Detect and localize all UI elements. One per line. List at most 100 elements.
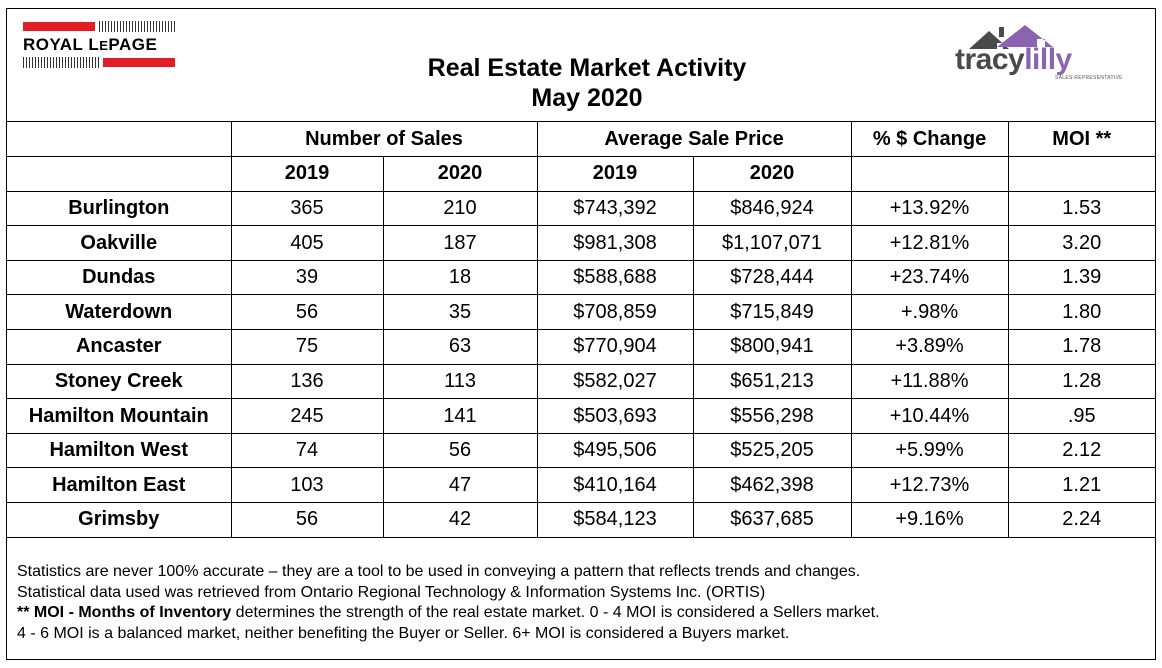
header-percent-change: % $ Change [850,122,1009,158]
change-cell: +12.81% [850,225,1009,261]
logo-subtitle: SALES REPRESENTATIVE [1055,75,1123,81]
header-number-of-sales: Number of Sales [230,122,538,158]
header-sales-2019: 2019 [230,156,384,192]
sales-2020-cell: 42 [382,502,538,538]
header-moi: MOI ** [1007,122,1155,158]
page-title: Real Estate Market Activity May 2020 [427,54,747,112]
price-2020-cell: $556,298 [692,398,852,434]
price-2019-cell: $495,506 [536,432,694,469]
sales-2019-cell: 74 [230,432,384,469]
price-2019-cell: $410,164 [536,467,694,504]
sales-2020-cell: 141 [382,398,538,434]
city-cell: Oakville [7,225,232,261]
price-2019-cell: $584,123 [536,502,694,538]
moi-cell: 1.53 [1007,190,1155,227]
change-cell: +23.74% [850,259,1009,296]
city-cell: Stoney Creek [7,363,232,400]
logo-red-bar-top [23,22,95,31]
header-sales-2020: 2020 [382,156,538,192]
document-frame: ROYAL LEPAGE Real Estate Market Activity… [6,8,1156,660]
logo-wordmark-tracylilly: tracylilly [955,43,1072,76]
sales-2020-cell: 35 [382,294,538,331]
moi-cell: .95 [1007,398,1155,434]
moi-cell: 2.24 [1007,502,1155,538]
tracylilly-logo: tracylilly SALES REPRESENTATIVE [947,21,1147,91]
sales-2020-cell: 187 [382,225,538,261]
header-average-sale-price: Average Sale Price [536,122,852,158]
header-price-2019: 2019 [536,156,694,192]
table-row: Grimsby 56 42 $584,123 $637,685 +9.16% 2.24 [7,502,1155,538]
city-cell: Burlington [7,190,232,227]
price-2019-cell: $708,859 [536,294,694,331]
price-2020-cell: $651,213 [692,363,852,400]
table-row: Stoney Creek 136 113 $582,027 $651,213 +11.88… [7,363,1155,400]
sales-2019-cell: 245 [230,398,384,434]
footer-notes: Statistics are never 100% accurate – the… [17,562,880,644]
logo-wordmark: ROYAL LEPAGE [23,35,158,54]
market-table: Number of Sales Average Sale Price % $ C… [7,122,1155,538]
table-row: Dundas 39 18 $588,688 $728,444 +23.74% 1.39 [7,259,1155,296]
sales-2020-cell: 18 [382,259,538,296]
sales-2019-cell: 365 [230,190,384,227]
price-2020-cell: $1,107,071 [692,225,852,261]
table-row: Waterdown 56 35 $708,859 $715,849 +.98% 1.80 [7,294,1155,331]
city-cell: Hamilton Mountain [7,398,232,434]
price-2020-cell: $462,398 [692,467,852,504]
moi-cell: 2.12 [1007,432,1155,469]
price-2020-cell: $846,924 [692,190,852,227]
table-row: Hamilton West 74 56 $495,506 $525,205 +5.99% 2… [7,432,1155,469]
royal-lepage-logo: ROYAL LEPAGE [23,21,183,68]
change-cell: +11.88% [850,363,1009,400]
change-cell: +.98% [850,294,1009,331]
house-icon [969,25,1053,49]
moi-cell: 1.21 [1007,467,1155,504]
city-cell: Hamilton East [7,467,232,504]
footer-line-2: Statistical data used was retrieved from… [17,583,766,601]
moi-cell: 1.78 [1007,329,1155,365]
price-2019-cell: $743,392 [536,190,694,227]
price-2020-cell: $800,941 [692,329,852,365]
table-row: Burlington 365 210 $743,392 $846,924 +13.92% 1… [7,190,1155,227]
city-cell: Waterdown [7,294,232,331]
sales-2019-cell: 405 [230,225,384,261]
sales-2020-cell: 210 [382,190,538,227]
city-cell: Hamilton West [7,432,232,469]
moi-cell: 1.80 [1007,294,1155,331]
year-header-row: 2019 2020 2019 2020 [7,156,1155,192]
sales-2019-cell: 136 [230,363,384,400]
moi-cell: 1.39 [1007,259,1155,296]
price-2020-cell: $637,685 [692,502,852,538]
sales-2020-cell: 63 [382,329,538,365]
price-2019-cell: $981,308 [536,225,694,261]
logo-ticks-bottom [23,57,99,68]
sales-2020-cell: 47 [382,467,538,504]
price-2019-cell: $588,688 [536,259,694,296]
change-cell: +3.89% [850,329,1009,365]
city-cell: Grimsby [7,502,232,538]
sales-2020-cell: 56 [382,432,538,469]
price-2020-cell: $728,444 [692,259,852,296]
price-2019-cell: $582,027 [536,363,694,400]
footer-line-3: ** MOI - Months of Inventory determines … [17,604,880,621]
city-cell: Dundas [7,259,232,296]
table-row: Hamilton Mountain 245 141 $503,693 $556,298 +… [7,398,1155,434]
change-cell: +12.73% [850,467,1009,504]
sales-2020-cell: 113 [382,363,538,400]
logo-red-bar-bottom [103,58,175,67]
moi-cell: 3.20 [1007,225,1155,261]
table-row: Ancaster 75 63 $770,904 $800,941 +3.89% 1.78 [7,329,1155,365]
sales-2019-cell: 56 [230,294,384,331]
price-2020-cell: $525,205 [692,432,852,469]
change-cell: +5.99% [850,432,1009,469]
city-cell: Ancaster [7,329,232,365]
change-cell: +10.44% [850,398,1009,434]
logo-ticks-top [99,21,175,32]
price-2020-cell: $715,849 [692,294,852,331]
table-row: Hamilton East 103 47 $410,164 $462,398 +12.73… [7,467,1155,504]
table-body: Number of Sales Average Sale Price % $ C… [7,122,1155,538]
table-row: Oakville 405 187 $981,308 $1,107,071 +12.81% 3… [7,225,1155,261]
change-cell: +9.16% [850,502,1009,538]
header-price-2020: 2020 [692,156,852,192]
footer-line-1: Statistics are never 100% accurate – the… [17,563,861,580]
sales-2019-cell: 103 [230,467,384,504]
